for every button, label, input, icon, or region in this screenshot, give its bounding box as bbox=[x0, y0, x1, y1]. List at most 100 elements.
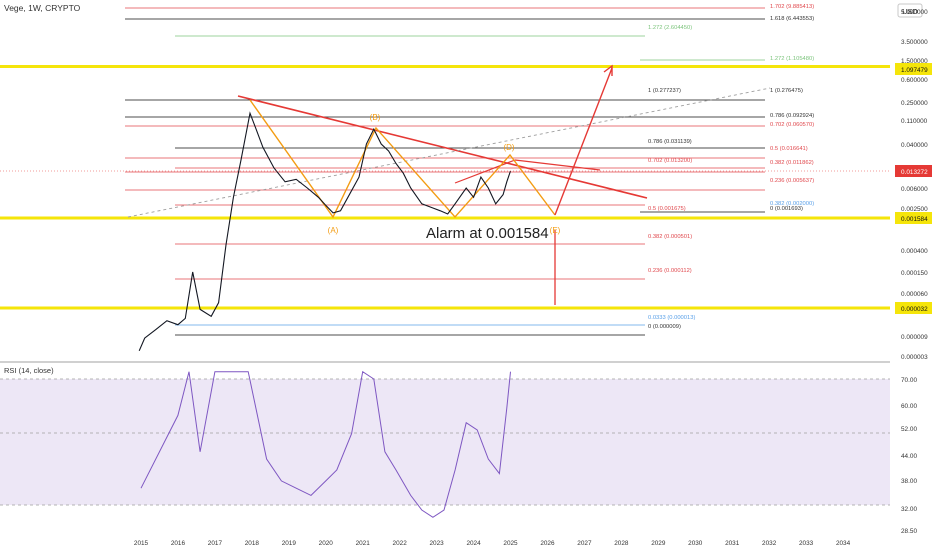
wave-d-resistance-line bbox=[514, 159, 601, 171]
price-axis-label: 0.000009 bbox=[901, 334, 928, 341]
price-axis-label: 0.250000 bbox=[901, 100, 928, 107]
time-axis-label: 2029 bbox=[651, 540, 666, 547]
fib-level-label: 0.236 (0.005637) bbox=[770, 178, 814, 184]
price-axis-label: 0.006000 bbox=[901, 186, 928, 193]
time-axis-label: 2031 bbox=[725, 540, 740, 547]
fib-level-label: 0.702 (0.060570) bbox=[770, 122, 814, 128]
time-axis-label: 2021 bbox=[356, 540, 371, 547]
currency-button[interactable] bbox=[897, 3, 923, 18]
time-axis-label: 2025 bbox=[503, 540, 518, 547]
fib-level-label: 1.272 (2.604450) bbox=[648, 25, 692, 31]
fib-level-label: 1.702 (9.885413) bbox=[770, 4, 814, 10]
time-axis-label: 2022 bbox=[393, 540, 408, 547]
rsi-axis[interactable]: 70.00 60.00 52.00 44.00 38.00 32.00 28.50 bbox=[901, 377, 917, 535]
fib-level-label: 0.0333 (0.000013) bbox=[648, 315, 695, 321]
rsi-series-layer bbox=[140, 370, 511, 518]
fib-level-label: 0 (0.001693) bbox=[770, 206, 803, 212]
fib-level-label: 1.272 (1.105480) bbox=[770, 56, 814, 62]
elliott-wave-path bbox=[249, 99, 556, 219]
time-axis-label: 2033 bbox=[799, 540, 814, 547]
price-axis[interactable]: 5.900000 3.500000 1.500000 0.600000 0.250000… bbox=[895, 9, 932, 361]
fib-level-label: 0.382 (0.000501) bbox=[648, 234, 692, 240]
level-price-value: 1.097479 bbox=[901, 67, 928, 74]
ascending-dashed-trendline bbox=[127, 87, 771, 218]
level-price-badge bbox=[895, 302, 932, 314]
time-axis-label: 2020 bbox=[319, 540, 334, 547]
time-axis-label: 2023 bbox=[429, 540, 444, 547]
price-axis-label: 3.500000 bbox=[901, 39, 928, 46]
fib-level-label: 0 (0.000009) bbox=[648, 324, 681, 330]
alarm-annotation: Alarm at 0.001584 bbox=[426, 225, 549, 242]
level-price-badge bbox=[895, 63, 932, 75]
price-axis-label: 0.013272 bbox=[901, 169, 928, 176]
price-axis-label: 1.500000 bbox=[901, 58, 928, 65]
fib-level-label: 0.786 (0.092924) bbox=[770, 113, 814, 119]
price-axis-label: 0.040000 bbox=[901, 142, 928, 149]
fibonacci-levels: 1.702 (9.885413) 1.618 (6.443553) 1.272 (2… bbox=[125, 4, 814, 336]
rsi-title: RSI (14, close) bbox=[4, 366, 54, 375]
fib-level-label: 0.786 (0.031139) bbox=[648, 139, 692, 145]
projection-arrowhead bbox=[603, 64, 613, 76]
symbol-title: Vege, 1W, CRYPTO bbox=[4, 3, 81, 13]
rsi-axis-label: 38.00 bbox=[901, 478, 917, 485]
time-axis-label: 2019 bbox=[282, 540, 297, 547]
time-axis-label: 2015 bbox=[134, 540, 149, 547]
wave-d-support-line bbox=[454, 159, 516, 184]
fib-level-label: 0.5 (0.001675) bbox=[648, 206, 686, 212]
price-axis-label: 0.001584 bbox=[901, 216, 928, 223]
currency-label: USD bbox=[902, 7, 918, 16]
time-axis-label: 2017 bbox=[208, 540, 223, 547]
rsi-line bbox=[140, 370, 511, 518]
price-series-layer bbox=[0, 111, 890, 352]
price-axis-label: 0.000150 bbox=[901, 270, 928, 277]
fib-level-label: 1 (0.277237) bbox=[648, 88, 681, 94]
drawing-layer bbox=[0, 64, 890, 310]
wave-label: (E) bbox=[550, 226, 561, 235]
time-axis-label: 2016 bbox=[171, 540, 186, 547]
time-axis-label: 2032 bbox=[762, 540, 777, 547]
time-axis-label: 2026 bbox=[540, 540, 555, 547]
price-axis-label: 0.600000 bbox=[901, 77, 928, 84]
time-axis-label: 2024 bbox=[466, 540, 481, 547]
rsi-band bbox=[0, 379, 890, 505]
price-axis-label: 0.000400 bbox=[901, 248, 928, 255]
time-axis-label: 2018 bbox=[245, 540, 260, 547]
fib-level-label: 1 (0.276475) bbox=[770, 88, 803, 94]
price-axis-label: 0.000032 bbox=[901, 306, 928, 313]
wave-label: (B) bbox=[370, 113, 381, 122]
price-panel[interactable]: 1.702 (9.885413) 1.618 (6.443553) 1.272 (2… bbox=[0, 4, 890, 352]
pane-divider[interactable] bbox=[0, 361, 890, 363]
fib-level-label: 0.382 (0.011862) bbox=[770, 160, 814, 166]
rsi-axis-label: 44.00 bbox=[901, 453, 917, 460]
wave-label: (D) bbox=[503, 143, 514, 152]
fib-level-label: 0.5 (0.016641) bbox=[770, 146, 808, 152]
wave-label: (A) bbox=[328, 226, 339, 235]
descending-trendline bbox=[237, 95, 648, 199]
rsi-panel[interactable]: RSI (14, close) bbox=[0, 366, 890, 518]
price-axis-label: 0.002500 bbox=[901, 206, 928, 213]
price-axis-label: 0.000060 bbox=[901, 291, 928, 298]
price-line bbox=[138, 111, 512, 352]
rsi-axis-label: 32.00 bbox=[901, 506, 917, 513]
projection-arrow-up bbox=[554, 67, 613, 216]
fib-level-label: 0.702 (0.013200) bbox=[648, 158, 692, 164]
rsi-axis-label: 70.00 bbox=[901, 377, 917, 384]
fib-level-label: 0.382 (0.002000) bbox=[770, 201, 814, 207]
time-axis-label: 2034 bbox=[836, 540, 851, 547]
rsi-axis-label: 28.50 bbox=[901, 528, 917, 535]
fib-level-label: 1.618 (6.443553) bbox=[770, 16, 814, 22]
price-axis-label: 0.110000 bbox=[901, 118, 928, 125]
time-axis-label: 2030 bbox=[688, 540, 703, 547]
time-axis-label: 2028 bbox=[614, 540, 629, 547]
fib-level-label: 0.236 (0.000112) bbox=[648, 268, 692, 274]
time-axis-label: 2027 bbox=[577, 540, 592, 547]
time-axis[interactable]: 2015 2016 2017 2018 2019 2020 2021 2022 2023 2024… bbox=[134, 540, 851, 547]
wave-labels-layer: (A) (B) (D) (E) bbox=[328, 113, 561, 235]
level-price-badge bbox=[895, 212, 932, 224]
price-axis-label: 0.000003 bbox=[901, 354, 928, 361]
rsi-axis-label: 60.00 bbox=[901, 403, 917, 410]
price-axis-label: 5.900000 bbox=[901, 9, 928, 16]
rsi-axis-label: 52.00 bbox=[901, 426, 917, 433]
current-price-badge bbox=[895, 165, 932, 177]
